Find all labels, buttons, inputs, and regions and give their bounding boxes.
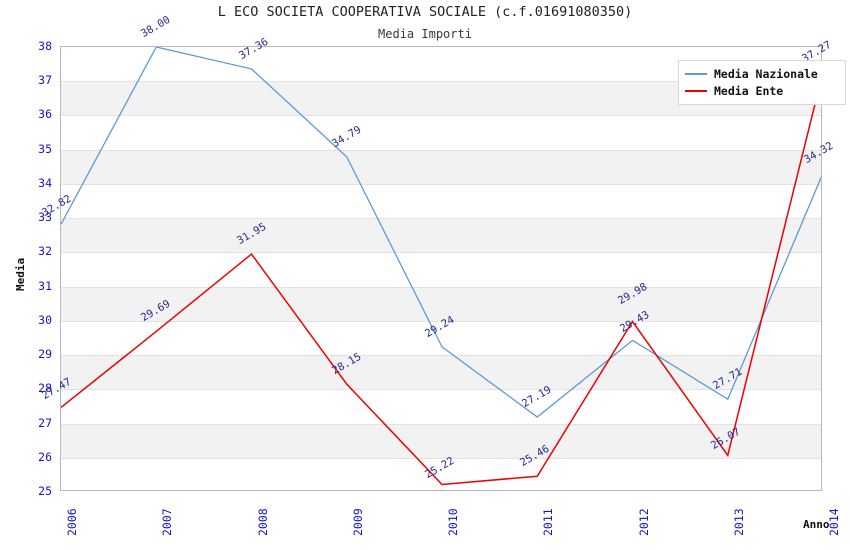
y-tick-label: 36 [38,107,52,122]
y-tick-label: 35 [38,141,52,156]
plot-area [60,46,822,491]
y-tick-label: 30 [38,312,52,327]
x-tick-label: 2006 [65,508,79,536]
y-tick-label: 33 [38,210,52,225]
gridline [61,252,821,254]
y-tick-label: 38 [38,39,52,53]
legend-label-media-nazionale: Media Nazionale [714,66,818,81]
x-tick-label: 2012 [636,508,651,536]
chart-legend: Media Nazionale Media Ente [678,60,846,105]
gridline [61,389,821,391]
y-tick-label: 29 [38,347,52,362]
gridline [61,115,821,117]
x-axis-title: Anno [803,518,830,531]
y-tick-label: 28 [38,381,52,396]
y-tick-label: 26 [38,449,52,464]
gridline [61,218,821,220]
legend-swatch-media-nazionale [685,72,707,75]
y-tick-label: 31 [38,278,52,293]
x-tick-label: 2013 [731,508,746,536]
grid-band [61,355,821,390]
x-tick-label: 2007 [160,508,175,536]
gridline [61,355,821,357]
gridline [61,423,821,425]
legend-label-media-ente: Media Ente [714,83,784,98]
legend-item-media-ente[interactable]: Media Ente [685,82,837,99]
gridline [61,183,821,185]
y-tick-label: 25 [38,484,52,498]
gridline [61,457,821,459]
x-tick-label: 2009 [350,508,365,536]
x-tick-label: 2008 [255,508,270,536]
gridline [61,286,821,288]
y-tick-label: 37 [38,73,52,88]
y-tick-label: 34 [38,175,52,190]
gridline [61,320,821,322]
y-axis-title: Media [14,257,27,291]
grid-band [61,218,821,253]
legend-item-media-nazionale[interactable]: Media Nazionale [685,65,837,82]
grid-band [61,149,821,184]
x-tick-label: 2011 [541,508,556,536]
series-line-media-ente [61,76,821,486]
legend-swatch-media-ente [685,89,707,92]
y-tick-label: 27 [38,415,52,430]
y-tick-label: 32 [38,244,52,259]
chart-subtitle: Media Importi [378,27,472,41]
x-tick-label: 2010 [446,508,460,536]
gridline [61,149,821,151]
series-line-media-nazionale [61,47,821,418]
grid-band [61,286,821,321]
gridline [61,81,821,83]
chart-title: L ECO SOCIETA COOPERATIVA SOCIALE (c.f.0… [217,4,633,20]
grid-band [61,423,821,458]
series-lines [61,47,821,486]
